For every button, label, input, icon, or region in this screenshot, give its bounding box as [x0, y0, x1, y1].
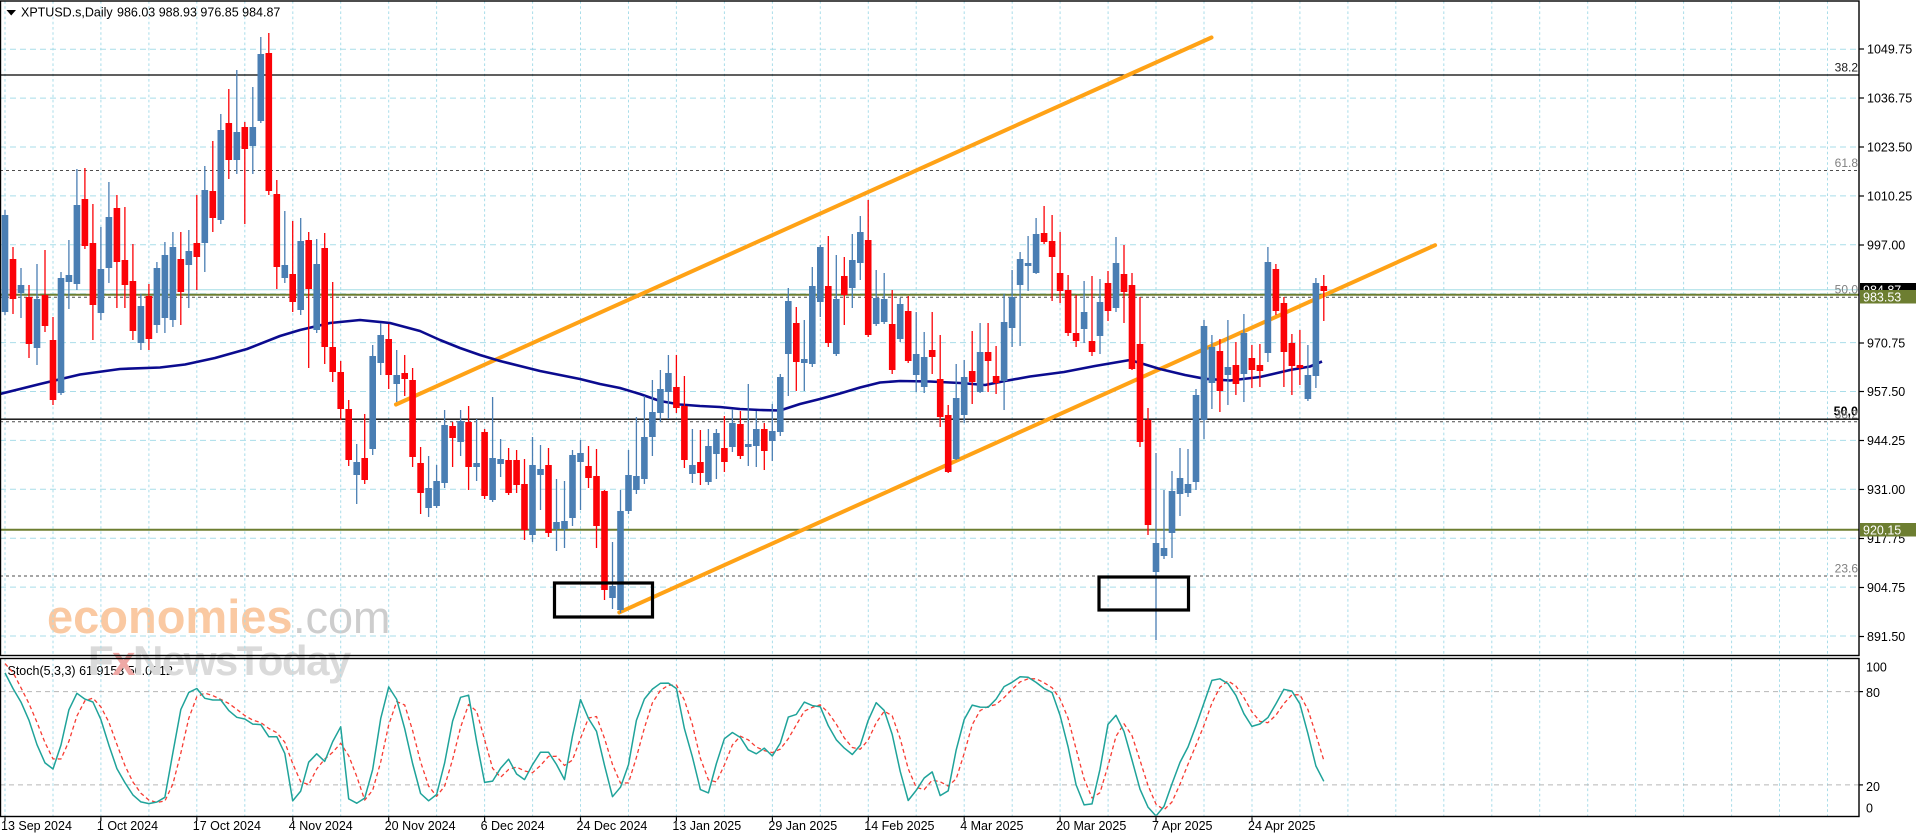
svg-text:20: 20 [1866, 780, 1880, 794]
svg-text:0: 0 [1866, 802, 1873, 816]
svg-text:1049.75: 1049.75 [1867, 43, 1912, 57]
svg-text:4 Nov 2024: 4 Nov 2024 [289, 819, 353, 833]
svg-text:23.6: 23.6 [1835, 562, 1859, 576]
svg-text:50.0: 50.0 [1835, 283, 1859, 297]
svg-text:13 Sep 2024: 13 Sep 2024 [1, 819, 72, 833]
svg-text:29 Jan 2025: 29 Jan 2025 [768, 819, 837, 833]
svg-text:economies: economies [47, 590, 293, 643]
svg-text:1010.25: 1010.25 [1867, 190, 1912, 204]
svg-text:891.50: 891.50 [1867, 630, 1905, 644]
svg-text:61.8: 61.8 [1835, 156, 1859, 170]
svg-text:14 Feb 2025: 14 Feb 2025 [864, 819, 934, 833]
svg-text:997.00: 997.00 [1867, 239, 1905, 253]
svg-text:904.75: 904.75 [1867, 581, 1905, 595]
svg-text:13 Jan 2025: 13 Jan 2025 [672, 819, 741, 833]
svg-text:944.25: 944.25 [1867, 434, 1905, 448]
svg-text:920.15: 920.15 [1863, 524, 1901, 538]
svg-text:1023.50: 1023.50 [1867, 141, 1912, 155]
svg-text:970.75: 970.75 [1867, 337, 1905, 351]
svg-text:986.03 988.93 976.85 984.87: 986.03 988.93 976.85 984.87 [117, 6, 280, 20]
svg-text:80: 80 [1866, 686, 1880, 700]
svg-text:17 Oct 2024: 17 Oct 2024 [193, 819, 261, 833]
svg-text:100: 100 [1866, 661, 1887, 675]
svg-text:Stoch(5,3,3) 61.9153 50.0012: Stoch(5,3,3) 61.9153 50.0012 [8, 664, 173, 678]
svg-text:1036.75: 1036.75 [1867, 92, 1912, 106]
svg-text:983.53: 983.53 [1863, 291, 1901, 305]
svg-text:6 Dec 2024: 6 Dec 2024 [481, 819, 545, 833]
svg-text:1 Oct 2024: 1 Oct 2024 [97, 819, 158, 833]
svg-text:38.2: 38.2 [1835, 407, 1859, 421]
svg-text:20 Nov 2024: 20 Nov 2024 [385, 819, 456, 833]
svg-text:24 Dec 2024: 24 Dec 2024 [577, 819, 648, 833]
svg-text:4 Mar 2025: 4 Mar 2025 [960, 819, 1023, 833]
svg-text:x: x [112, 637, 136, 684]
svg-text:50,0: 50,0 [1834, 405, 1858, 419]
svg-text:38.2: 38.2 [1835, 61, 1859, 75]
svg-text:NewsToday: NewsToday [133, 637, 352, 684]
svg-text:24 Apr 2025: 24 Apr 2025 [1248, 819, 1315, 833]
svg-text:931.00: 931.00 [1867, 483, 1905, 497]
svg-text:.com: .com [293, 592, 391, 643]
svg-text:7 Apr 2025: 7 Apr 2025 [1152, 819, 1213, 833]
svg-text:957.50: 957.50 [1867, 385, 1905, 399]
svg-text:XPTUSD.s,Daily: XPTUSD.s,Daily [21, 6, 113, 20]
svg-text:20 Mar 2025: 20 Mar 2025 [1056, 819, 1126, 833]
